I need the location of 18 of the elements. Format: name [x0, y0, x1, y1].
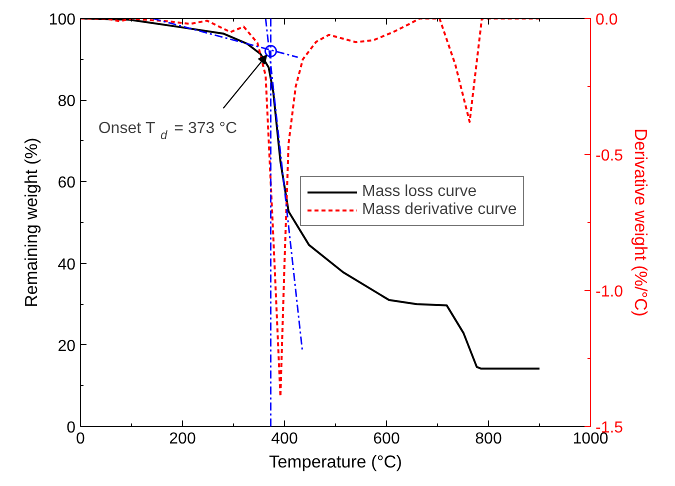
y-tick-label: 20 — [58, 338, 76, 355]
y-tick-label: 0 — [66, 420, 76, 436]
y-axis-title: Remaining weight (%) — [20, 138, 41, 308]
y-tick-label: 40 — [58, 256, 76, 274]
y-tick-label: 100 — [48, 12, 76, 28]
x-tick-label: 600 — [373, 430, 400, 448]
y2-tick-label: -0.5 — [596, 148, 624, 164]
y-tick-label: 80 — [58, 93, 76, 110]
x-tick-label: 800 — [475, 430, 502, 448]
x-tick-label: 400 — [271, 430, 298, 448]
x-tick-label: 200 — [169, 430, 196, 448]
legend-label: Mass derivative curve — [362, 201, 517, 219]
y-tick-label: 60 — [58, 174, 76, 192]
y2-tick-label: -1.0 — [596, 284, 624, 300]
y2-axis-title: Derivative weight (%/°C) — [631, 128, 652, 316]
legend-label: Mass loss curve — [362, 183, 477, 201]
x-axis-title: Temperature (°C) — [268, 452, 402, 472]
y2-tick-label: 0.0 — [596, 12, 618, 28]
